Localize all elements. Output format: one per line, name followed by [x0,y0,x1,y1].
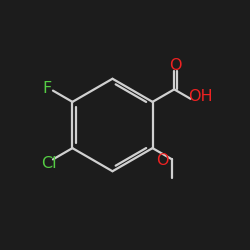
Text: O: O [169,58,182,72]
Text: OH: OH [188,89,212,104]
Text: F: F [42,80,51,96]
Text: Cl: Cl [41,156,56,170]
Text: O: O [156,153,169,168]
